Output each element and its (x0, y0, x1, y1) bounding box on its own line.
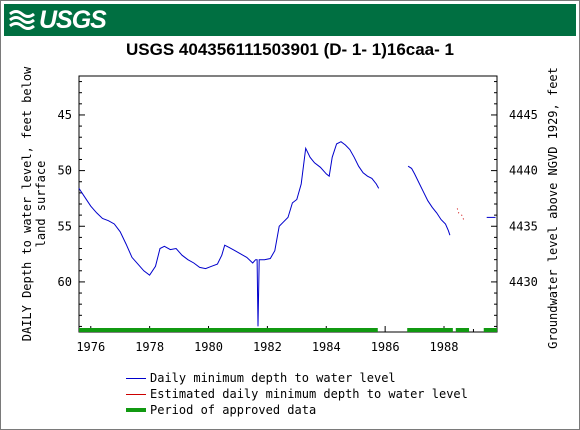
y-tick-label: 45 (58, 108, 72, 122)
y2-tick-label: 4435 (509, 219, 538, 233)
x-tick-label: 1984 (312, 340, 341, 354)
approved-period-bar (79, 328, 378, 332)
x-tick-label: 1980 (194, 340, 223, 354)
header-banner: USGS (4, 4, 576, 36)
y2-tick-label: 4430 (509, 275, 538, 289)
legend-swatch-estimated (126, 393, 146, 395)
x-tick-label: 1976 (76, 340, 105, 354)
y2-tick-label: 4440 (509, 164, 538, 178)
legend-item-daily: Daily minimum depth to water level (126, 370, 468, 386)
y-axis-right: 4445 4440 4435 4430 (491, 81, 538, 327)
daily-depth-line (78, 141, 380, 327)
approved-period-bar (483, 328, 497, 332)
plot-area (78, 75, 498, 333)
usgs-logo-text: USGS (39, 5, 107, 34)
approved-periods (79, 328, 497, 332)
x-axis: 1976 1978 1980 1982 1984 1986 1988 (76, 326, 474, 354)
x-tick-label: 1986 (371, 340, 400, 354)
usgs-logo[interactable]: USGS (9, 5, 107, 34)
x-tick-label: 1982 (253, 340, 282, 354)
y-axis-label-line2: land surface (34, 161, 48, 248)
legend: Daily minimum depth to water level Estim… (126, 370, 468, 418)
approved-period-bar (455, 328, 470, 332)
legend-swatch-daily (126, 377, 146, 379)
y-axis-label-line1: DAILY Depth to water level, feet below (20, 66, 34, 341)
legend-item-estimated: Estimated daily minimum depth to water l… (126, 386, 468, 402)
daily-depth-line (407, 165, 451, 236)
x-tick-label: 1978 (135, 340, 164, 354)
y2-axis-label: Groundwater level above NGVD 1929, feet (546, 67, 560, 349)
y-axis-left: 45 50 55 60 (58, 81, 85, 327)
y-tick-label: 50 (58, 164, 72, 178)
approved-period-bar (407, 328, 453, 332)
y-tick-label: 55 (58, 219, 72, 233)
legend-item-approved: Period of approved data (126, 402, 468, 418)
y-tick-label: 60 (58, 275, 72, 289)
estimated-depth-line (456, 208, 466, 222)
chart-title: USGS 404356111503901 (D- 1- 1)16caa- 1 (126, 40, 454, 59)
usgs-wave-icon (9, 10, 35, 30)
legend-swatch-approved (126, 408, 146, 412)
legend-label-daily: Daily minimum depth to water level (150, 371, 396, 385)
y2-tick-label: 4445 (509, 108, 538, 122)
series-lines (78, 141, 496, 327)
x-tick-label: 1988 (430, 340, 459, 354)
legend-label-approved: Period of approved data (150, 403, 317, 417)
legend-label-estimated: Estimated daily minimum depth to water l… (150, 387, 468, 401)
